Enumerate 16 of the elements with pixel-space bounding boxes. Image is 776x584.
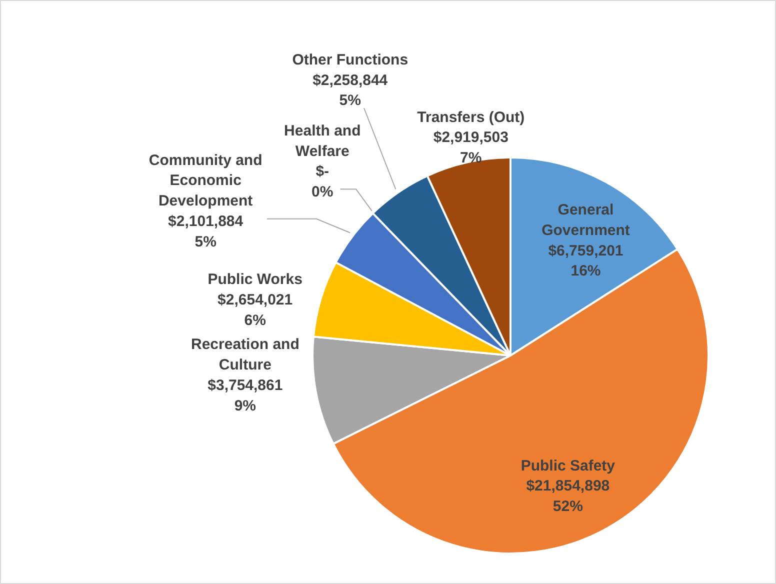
data-label: $2,654,021 6%: [218, 292, 293, 329]
slice-label: Public Works: [208, 271, 302, 288]
slice-label: Other Functions: [292, 51, 408, 68]
slice-label: Recreation and Culture: [191, 336, 300, 374]
data-label: $2,101,884 5%: [168, 212, 244, 250]
data-label: $21,854,898 52%: [526, 478, 610, 516]
data-label: $2,919,503 7%: [433, 129, 508, 167]
slice-label: General Government: [542, 202, 630, 239]
slice-label: Transfers (Out): [417, 108, 525, 126]
slice-label: Public Safety: [520, 457, 616, 474]
slice-label: Community and Economic Development: [148, 152, 262, 210]
category-label: Health and Welfare: [284, 122, 361, 160]
data-label: $6,759,201 16%: [548, 242, 624, 280]
text: $- 0%: [312, 163, 334, 201]
data-label: $2,258,844 5%: [312, 72, 388, 110]
data-label: $3,754,861 9%: [208, 377, 283, 414]
